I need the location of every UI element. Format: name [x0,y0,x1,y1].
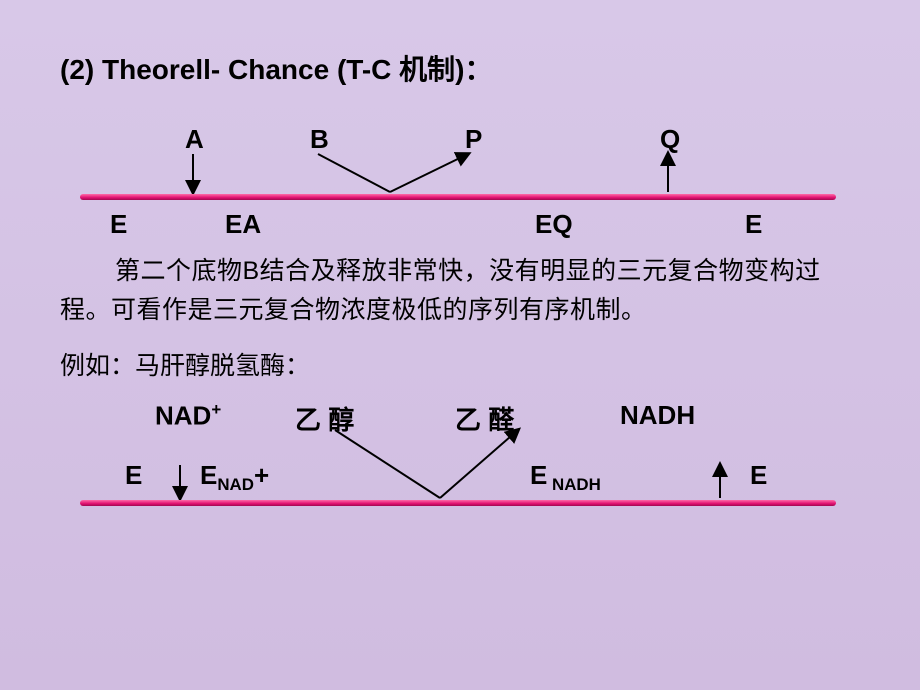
section-title: (2) Theorell- Chance (T-C 机制)： [60,48,860,88]
label-p: P [465,124,482,155]
label2-e2: E [750,460,767,491]
nad-text: NAD [155,400,211,430]
label-e2: E [745,209,762,240]
label-e1: E [110,209,127,240]
label-ea: EA [225,209,261,240]
description-paragraph: 第二个底物B结合及释放非常快，没有明显的三元复合物变构过程。可看作是三元复合物浓… [60,252,860,330]
label-acetaldehyde: 乙 醛 [455,400,514,437]
label-b: B [310,124,329,155]
label-ethanol: 乙 醇 [295,400,354,437]
label-nadh: NADH [620,400,695,431]
tc-mechanism-diagram: A B P Q E EA EQ E [80,124,860,244]
label2-enadh: E NADH [530,460,601,495]
example-label: 例如：马肝醇脱氢酶： [60,346,860,382]
label2-enad: ENAD+ [200,460,269,495]
label-a: A [185,124,204,155]
reaction-line-2 [80,500,836,506]
nad-sup: + [211,400,221,419]
label-eq: EQ [535,209,573,240]
enad-e: E [200,460,217,490]
reaction-line-1 [80,194,836,200]
label-nad: NAD+ [155,400,221,432]
enad-plus: + [254,460,269,490]
enadh-e: E [530,460,547,490]
label-q: Q [660,124,680,155]
enad-sub: NAD [217,475,254,494]
label2-e1: E [125,460,142,491]
horse-liver-adh-diagram: NAD+ 乙 醇 乙 醛 NADH E ENAD+ E NADH E [80,400,860,550]
enadh-sub: NADH [547,475,600,494]
